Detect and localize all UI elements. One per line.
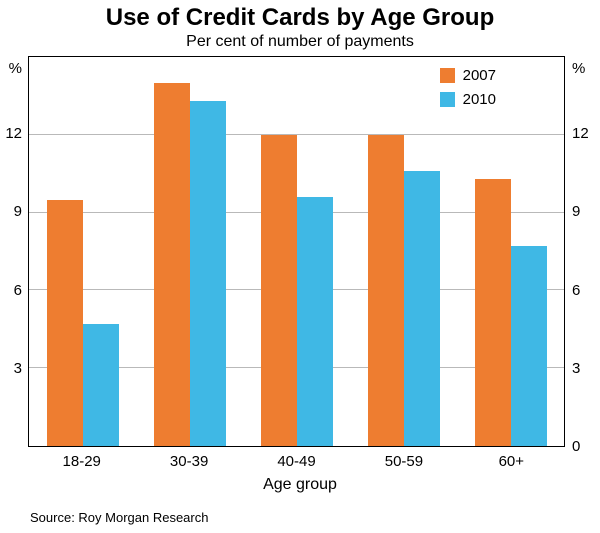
legend-item-2007: 2007 — [439, 67, 496, 84]
bar-group-40-49 — [243, 57, 350, 446]
x-label-40-49: 40-49 — [277, 453, 316, 470]
chart-title: Use of Credit Cards by Age Group — [105, 4, 495, 31]
y-tick-right-12: 12 — [572, 125, 589, 143]
legend-label-2010: 2010 — [462, 91, 496, 108]
y-axis-right: % 12 9 6 3 0 — [568, 56, 598, 455]
x-axis-labels: 18-29 30-39 40-49 50-59 60+ — [28, 453, 565, 470]
bars — [29, 57, 564, 446]
bar-2010-18-29 — [82, 324, 119, 446]
bar-group-30-39 — [136, 57, 243, 446]
y-tick-left-3: 3 — [13, 359, 22, 377]
bar-group-60+ — [457, 57, 564, 446]
legend-item-2010: 2010 — [439, 91, 496, 108]
bar-2007-40-49 — [260, 134, 297, 446]
bar-2010-60+ — [510, 246, 547, 446]
y-tick-left-9: 9 — [13, 203, 22, 221]
bar-2007-50-59 — [367, 134, 404, 446]
y-tick-right-3: 3 — [572, 359, 581, 377]
y-axis-left: % 12 9 6 3 — [0, 56, 25, 447]
x-label-30-39: 30-39 — [169, 453, 209, 470]
x-label-60+: 60+ — [498, 453, 525, 470]
y-tick-left-12: 12 — [5, 125, 22, 143]
legend-swatch-2010 — [439, 92, 455, 107]
x-label-50-59: 50-59 — [384, 453, 424, 470]
y-axis-left-unit: % — [8, 60, 22, 77]
bar-group-50-59 — [350, 57, 457, 446]
bar-group-18-29 — [29, 57, 136, 446]
y-axis-right-unit: % — [572, 60, 586, 77]
y-tick-right-9: 9 — [572, 203, 581, 221]
bar-2010-50-59 — [403, 171, 440, 446]
legend-label-2007: 2007 — [462, 67, 496, 84]
legend-swatch-2007 — [439, 68, 455, 83]
chart-subtitle: Per cent of number of payments — [186, 33, 414, 50]
bar-2007-60+ — [474, 178, 511, 446]
bar-2010-40-49 — [296, 197, 333, 446]
gridline-12 — [29, 133, 564, 135]
plot-area: 2007 2010 — [28, 56, 565, 447]
y-tick-left-6: 6 — [13, 281, 22, 299]
source-note: Source: Roy Morgan Research — [30, 510, 209, 525]
bar-2007-30-39 — [153, 82, 190, 446]
bar-2007-18-29 — [46, 199, 83, 446]
legend: 2007 2010 — [439, 67, 496, 108]
x-axis-title: Age group — [263, 476, 337, 493]
x-label-18-29: 18-29 — [62, 453, 101, 470]
bar-2010-30-39 — [189, 101, 226, 446]
y-tick-right-6: 6 — [572, 281, 581, 299]
y-tick-right-0: 0 — [572, 438, 581, 455]
